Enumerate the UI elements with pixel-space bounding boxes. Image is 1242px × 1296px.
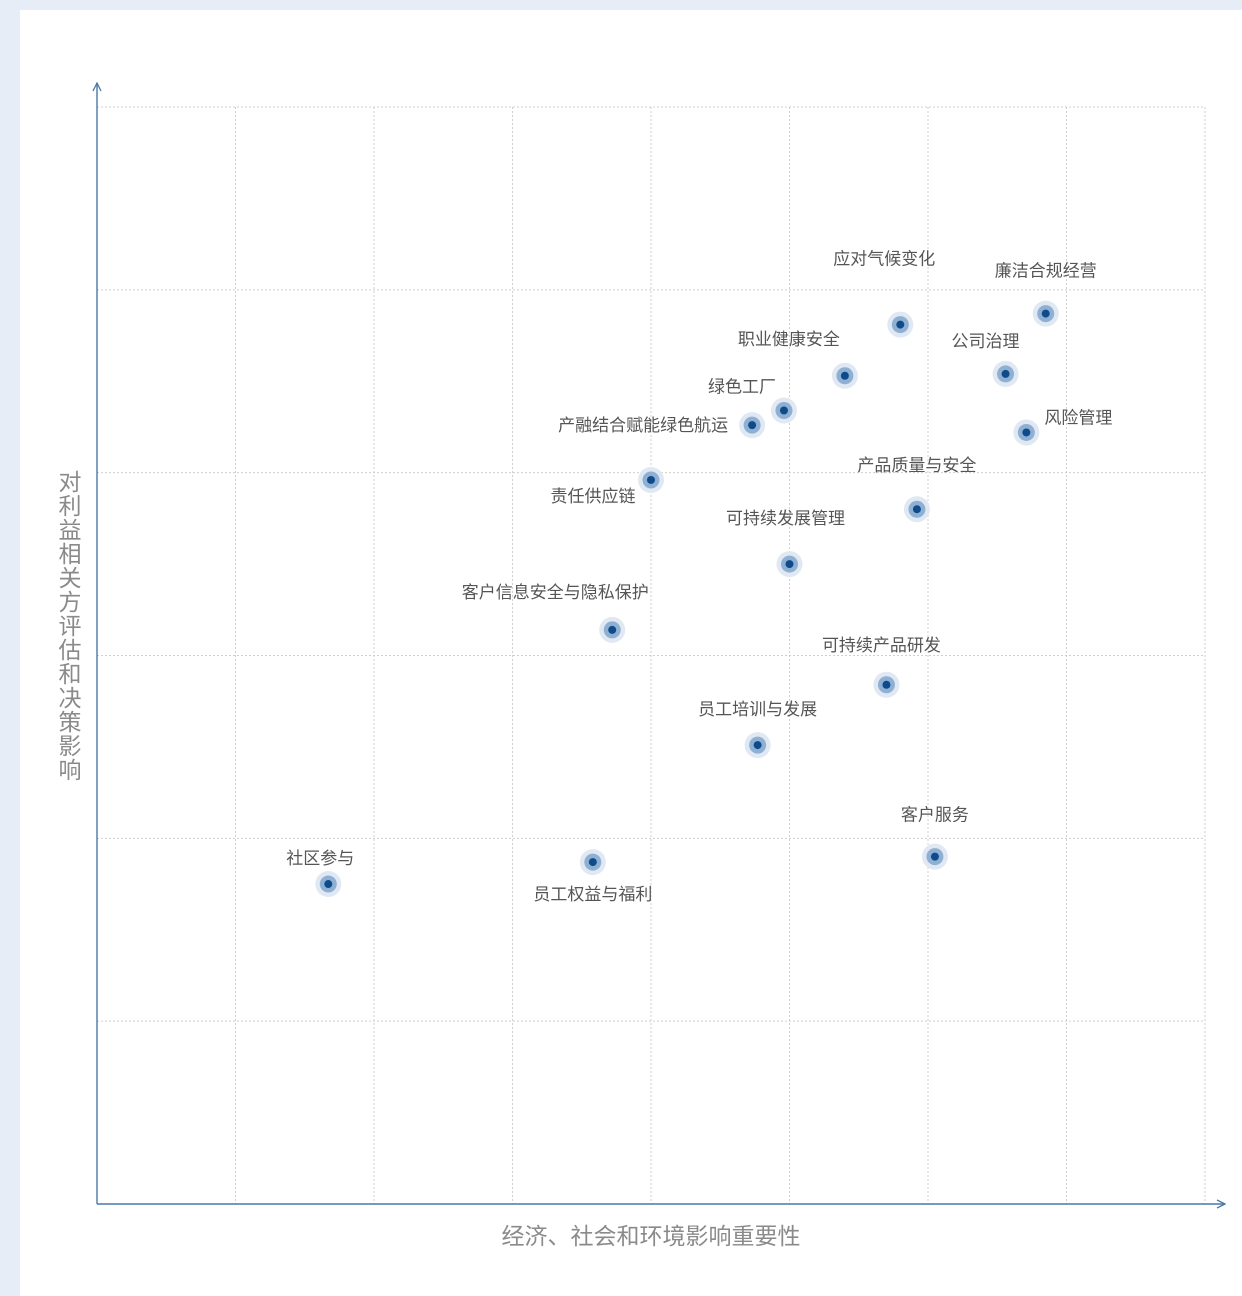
point-label: 风险管理 [1044, 408, 1112, 428]
point-dot [1022, 428, 1031, 437]
data-point: 可持续产品研发 [822, 636, 941, 698]
data-point: 客户服务 [901, 806, 969, 870]
point-label: 可持续发展管理 [726, 509, 845, 529]
point-label: 公司治理 [952, 332, 1020, 352]
point-dot [753, 741, 762, 750]
point-dot [1041, 309, 1050, 318]
data-point: 客户信息安全与隐私保护 [462, 583, 649, 643]
point-dot [324, 880, 333, 889]
axes [97, 83, 1225, 1204]
x-axis-title: 经济、社会和环境影响重要性 [502, 1224, 801, 1250]
data-point: 员工培训与发展 [698, 700, 817, 759]
point-label: 可持续产品研发 [822, 636, 941, 656]
point-dot [748, 421, 757, 430]
point-label: 职业健康安全 [738, 330, 840, 350]
data-point: 产融结合赋能绿色航运 [558, 412, 766, 439]
point-label: 员工培训与发展 [698, 700, 817, 720]
data-point: 风险管理 [1013, 408, 1112, 446]
point-dot [647, 475, 655, 484]
point-dot [1001, 369, 1010, 378]
data-point: 廉洁合规经营 [995, 262, 1097, 327]
chart-card: 应对气候变化廉洁合规经营职业健康安全 公司治理绿色工厂风险管理 产融结合赋能绿色航运… [20, 10, 1242, 1296]
point-label: 绿色工厂 [708, 378, 776, 398]
data-point: 责任供应链 [551, 466, 664, 507]
point-dot [588, 858, 597, 867]
data-point: 应对气候变化 [833, 250, 935, 338]
data-point: 员工权益与福利 [533, 849, 652, 905]
point-label: 员工权益与福利 [533, 885, 652, 905]
point-dot [785, 560, 794, 569]
point-label: 客户信息安全与隐私保护 [462, 583, 649, 603]
point-dot [779, 406, 788, 415]
data-point: 绿色工厂 [708, 378, 797, 424]
point-label: 责任供应链 [551, 487, 636, 507]
data-point: 职业健康安全 [738, 330, 858, 389]
data-point: 公司治理 [952, 332, 1020, 387]
point-label: 应对气候变化 [833, 250, 935, 270]
point-label: 客户服务 [901, 806, 969, 826]
point-dot [882, 680, 891, 689]
point-dot [930, 852, 939, 861]
point-label: 廉洁合规经营 [995, 262, 1097, 282]
point-dot [896, 320, 905, 329]
point-label: 产品质量与安全 [857, 456, 976, 476]
point-label: 产融结合赋能绿色航运 [558, 416, 728, 436]
data-point: 社区参与 [286, 849, 354, 898]
point-dot [912, 505, 921, 514]
point-label: 社区参与 [286, 849, 354, 869]
y-axis-title: 对利益相关方评估和决策影响 [54, 470, 82, 782]
data-point: 产品质量与安全 [857, 456, 976, 523]
point-dot [840, 371, 849, 380]
point-dot [608, 625, 617, 634]
data-point: 可持续发展管理 [726, 509, 845, 578]
